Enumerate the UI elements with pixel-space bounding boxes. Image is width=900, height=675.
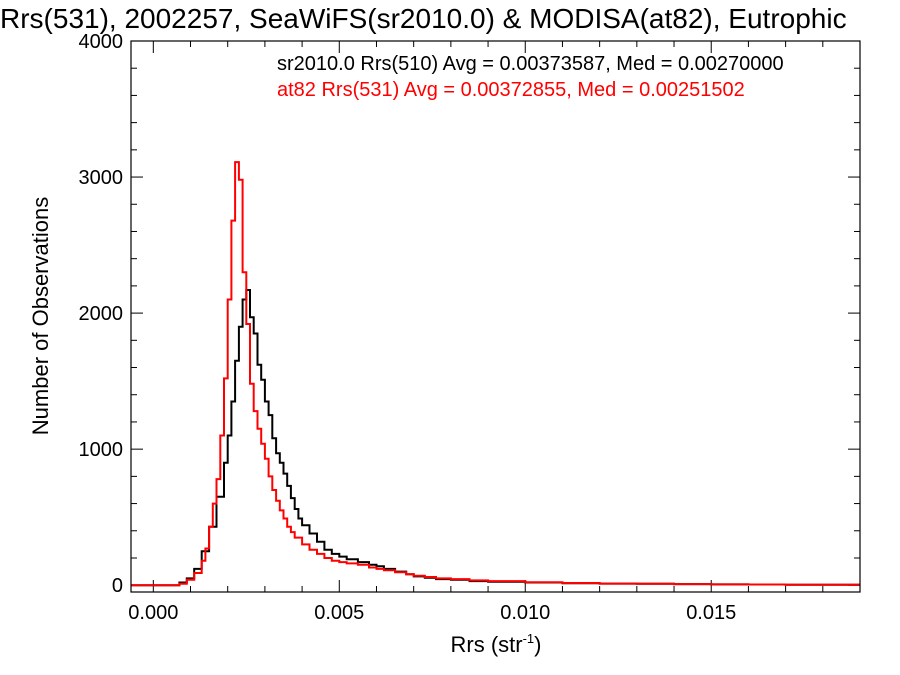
x-tick-label: 0.005 (314, 602, 364, 624)
chart-title: Rrs(531), 2002257, SeaWiFS(sr2010.0) & M… (0, 3, 847, 34)
x-axis-label: Rrs (str-1) (451, 631, 542, 657)
x-tick-label: 0.010 (500, 602, 550, 624)
series-line-sr2010 (131, 289, 860, 587)
legend-entry-at82: at82 Rrs(531) Avg = 0.00372855, Med = 0.… (277, 79, 745, 101)
series-layer (131, 161, 860, 587)
y-tick-label: 1000 (79, 439, 124, 461)
x-axis-label-main: Rrs (str (451, 632, 523, 657)
x-tick-label: 0.015 (686, 602, 736, 624)
series-line-at82 (131, 161, 860, 587)
x-axis-label-close: ) (534, 632, 541, 657)
x-axis-label-sup: -1 (523, 631, 535, 646)
y-axis-label: Number of Observations (28, 197, 53, 435)
y-tick-label: 3000 (79, 167, 124, 189)
y-tick-label: 0 (112, 575, 123, 597)
x-tick-label: 0.000 (128, 602, 178, 624)
ticks-layer: 0.000 0.005 0.010 0.015 0 1000 2000 3000 4000 (79, 31, 861, 624)
plot-frame (130, 40, 861, 593)
legend-entry-sr2010: sr2010.0 Rrs(510) Avg = 0.00373587, Med … (277, 53, 784, 75)
y-tick-label: 4000 (79, 31, 124, 53)
y-tick-label: 2000 (79, 303, 124, 325)
